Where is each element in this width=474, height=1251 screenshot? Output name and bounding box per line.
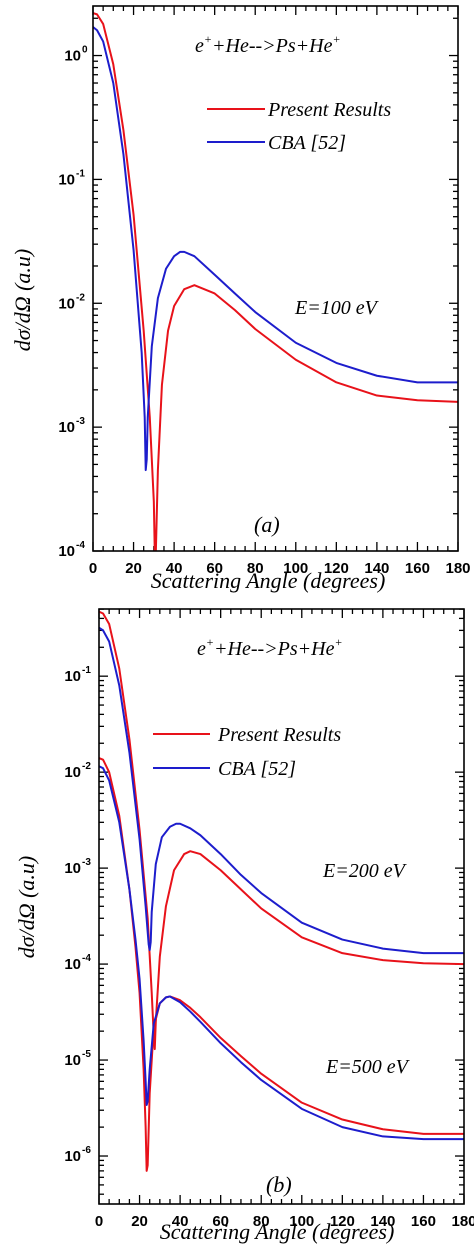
x-tick-label: 20 xyxy=(131,1213,148,1230)
x-tick-label: 80 xyxy=(253,1213,270,1230)
x-tick-label: 180 xyxy=(445,560,470,577)
reaction-label-a: e++He-->Ps+He+ xyxy=(195,32,341,57)
y-tick-label-exponent: -2 xyxy=(82,761,91,772)
y-tick-label-exponent: -2 xyxy=(76,292,85,303)
legend-label-present-b: Present Results xyxy=(217,724,341,746)
x-tick-label: 120 xyxy=(324,560,349,577)
x-tick-label: 40 xyxy=(166,560,183,577)
reaction-label-b: e++He-->Ps+He+ xyxy=(197,635,343,660)
series-line-1 xyxy=(99,610,464,1051)
legend-a: Present Results CBA [52] xyxy=(207,99,391,154)
legend-b: Present Results CBA [52] xyxy=(153,724,341,780)
x-tick-label: 80 xyxy=(247,560,264,577)
x-tick-label: 0 xyxy=(95,1213,103,1230)
y-tick-label-exponent: -5 xyxy=(82,1049,91,1060)
energy-annotation-200: E=200 eV xyxy=(322,860,408,882)
y-tick-label: 10 xyxy=(64,1148,81,1165)
series-line-2 xyxy=(99,626,464,955)
x-tick-label: 100 xyxy=(283,560,308,577)
y-tick-label-exponent: -4 xyxy=(82,953,91,964)
plot-frame-b xyxy=(98,608,465,1205)
energy-annotation-a: E=100 eV xyxy=(294,297,380,319)
y-tick-label: 10 xyxy=(58,543,75,560)
y-tick-label-exponent: -3 xyxy=(82,857,91,868)
x-axis-title-a: Scattering Angle (degrees) xyxy=(151,568,386,593)
y-tick-label-exponent: -1 xyxy=(82,665,91,676)
x-tick-label: 140 xyxy=(370,1213,395,1230)
series-line-4 xyxy=(99,765,464,1141)
x-tick-label: 100 xyxy=(289,1213,314,1230)
legend-label-cba-a: CBA [52] xyxy=(268,132,346,154)
y-axis-title-b: dσ/dΩ (a.u) xyxy=(14,856,39,959)
y-tick-label: 10 xyxy=(64,764,81,781)
x-tick-label: 20 xyxy=(125,560,142,577)
y-tick-label: 10 xyxy=(64,668,81,685)
x-tick-label: 120 xyxy=(330,1213,355,1230)
x-tick-label: 160 xyxy=(405,560,430,577)
y-axis-title-a: dσ/dΩ (a.u) xyxy=(10,249,35,352)
plot-frame-a xyxy=(92,5,459,552)
y-tick-label: 10 xyxy=(58,171,75,188)
y-tick-label-exponent: -6 xyxy=(82,1145,91,1156)
panel-label-b: (b) xyxy=(266,1172,292,1197)
y-tick-label-exponent: -3 xyxy=(76,416,85,427)
y-tick-label-exponent: 0 xyxy=(82,45,88,56)
y-tick-label: 10 xyxy=(58,419,75,436)
series-line-1 xyxy=(93,12,458,551)
y-tick-label-exponent: -4 xyxy=(76,540,85,551)
y-tick-label-exponent: -1 xyxy=(76,168,85,179)
x-axis-title-b: Scattering Angle (degrees) xyxy=(160,1219,395,1244)
panel-label-a: (a) xyxy=(254,512,280,537)
y-tick-label: 10 xyxy=(64,1052,81,1069)
legend-label-cba-b: CBA [52] xyxy=(218,758,296,780)
y-tick-label: 10 xyxy=(64,956,81,973)
x-tick-label: 60 xyxy=(206,560,223,577)
y-tick-label: 10 xyxy=(64,860,81,877)
x-tick-label: 0 xyxy=(89,560,97,577)
y-tick-label: 10 xyxy=(58,295,75,312)
y-tick-label: 10 xyxy=(64,48,81,65)
x-tick-label: 140 xyxy=(364,560,389,577)
legend-label-present-a: Present Results xyxy=(267,99,391,121)
x-tick-label: 180 xyxy=(451,1213,474,1230)
x-tick-label: 160 xyxy=(411,1213,436,1230)
series-line-2 xyxy=(93,26,458,472)
x-tick-label: 60 xyxy=(212,1213,229,1230)
series-line-3 xyxy=(99,757,464,1172)
energy-annotation-500: E=500 eV xyxy=(325,1056,411,1078)
x-tick-label: 40 xyxy=(172,1213,189,1230)
chart-panel-b: 0 20 40 60 80 100 120 140 160 180 10-110-210 -310-… xyxy=(14,608,474,1244)
